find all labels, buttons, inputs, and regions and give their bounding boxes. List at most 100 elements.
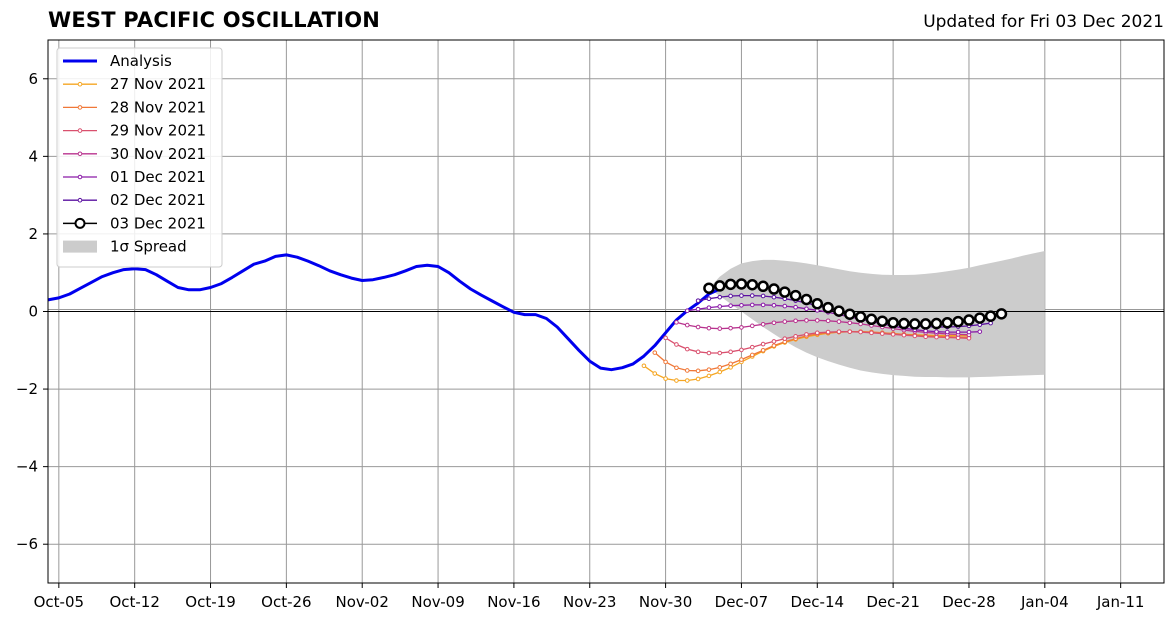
forecast-point xyxy=(771,294,777,300)
legend-marker xyxy=(77,128,83,133)
forecast-point xyxy=(887,316,899,329)
forecast-point xyxy=(760,293,766,299)
forecast-point xyxy=(858,329,863,335)
forecast-point xyxy=(771,302,777,308)
x-tick-label: Jan-04 xyxy=(1020,593,1069,611)
x-axis-ticks: Oct-05 Oct-12 Oct-19 Oct-26 Nov-02 Nov-09 Nov-… xyxy=(34,583,1145,611)
forecast-point xyxy=(749,293,755,298)
forecast-point xyxy=(695,324,701,330)
legend-item: 1σ Spread xyxy=(63,238,187,256)
forecast-point xyxy=(919,318,932,330)
forecast-point xyxy=(760,321,766,327)
forecast-point xyxy=(804,332,809,337)
forecast-point xyxy=(728,303,733,308)
forecast-point xyxy=(695,368,701,374)
forecast-point xyxy=(728,325,733,331)
forecast-point xyxy=(793,334,798,339)
forecast-point xyxy=(652,371,658,376)
forecast-point xyxy=(901,332,907,338)
forecast-point xyxy=(674,320,679,325)
forecast-point xyxy=(811,297,824,310)
y-tick-label: −6 xyxy=(16,535,38,553)
forecast-point xyxy=(641,363,647,369)
forecast-point xyxy=(749,302,755,308)
forecast-point xyxy=(804,318,809,323)
legend-item: 27 Nov 2021 xyxy=(63,75,206,93)
forecast-point xyxy=(934,334,939,340)
forecast-point xyxy=(945,329,950,335)
forecast-point xyxy=(793,318,798,324)
forecast-point xyxy=(825,318,831,324)
forecast-point xyxy=(663,359,668,365)
forecast-point xyxy=(833,305,845,317)
x-tick-label: Nov-23 xyxy=(563,593,616,611)
legend-marker xyxy=(77,174,83,180)
analysis-line xyxy=(47,253,721,372)
chart-subtitle: Updated for Fri 03 Dec 2021 xyxy=(923,12,1164,32)
forecast-point xyxy=(706,350,712,356)
legend-swatch xyxy=(63,240,97,253)
forecast-point xyxy=(771,320,777,326)
forecast-point xyxy=(728,349,733,355)
forecast-point xyxy=(779,286,791,298)
forecast-point xyxy=(717,304,723,309)
y-tick-label: 4 xyxy=(28,147,38,165)
legend-item: 03 Dec 2021 xyxy=(63,214,206,232)
forecast-point xyxy=(746,278,759,291)
forecast-point xyxy=(706,373,712,379)
forecast-point xyxy=(890,332,896,337)
x-tick-label: Dec-28 xyxy=(942,593,996,611)
forecast-series xyxy=(703,278,1008,330)
legend-marker xyxy=(77,81,83,87)
legend-box xyxy=(56,47,223,268)
forecast-point xyxy=(724,278,737,291)
y-tick-label: 0 xyxy=(28,303,38,321)
forecast-point xyxy=(739,293,744,298)
forecast-point xyxy=(804,306,809,312)
forecast-point xyxy=(782,319,788,324)
x-tick-label: Dec-07 xyxy=(715,593,769,611)
forecast-point xyxy=(912,333,918,339)
forecast-point xyxy=(825,329,831,335)
forecast-point xyxy=(955,329,961,335)
forecast-point xyxy=(782,303,788,309)
legend-marker xyxy=(77,197,83,203)
forecast-point xyxy=(674,365,679,371)
forecast-series xyxy=(674,318,972,338)
forecast-point xyxy=(717,365,723,370)
forecast-point xyxy=(930,317,943,330)
forecast-point xyxy=(714,280,726,292)
forecast-point xyxy=(728,361,733,367)
forecast-point xyxy=(684,378,690,383)
y-tick-label: 6 xyxy=(28,70,38,88)
forecast-series xyxy=(663,329,972,356)
legend-item: 01 Dec 2021 xyxy=(63,168,206,186)
forecast-point xyxy=(663,335,668,341)
forecast-point xyxy=(814,330,820,336)
legend-label: 29 Nov 2021 xyxy=(110,122,206,140)
forecast-point xyxy=(674,342,679,347)
forecast-point xyxy=(695,306,701,312)
forecast-point xyxy=(966,329,972,335)
legend-item: 29 Nov 2021 xyxy=(63,122,206,140)
x-tick-label: Dec-14 xyxy=(791,593,845,611)
forecast-point xyxy=(977,329,983,334)
x-tick-label: Nov-30 xyxy=(639,593,692,611)
x-tick-label: Dec-21 xyxy=(866,593,920,611)
forecast-point xyxy=(909,318,921,330)
legend: Analysis 27 Nov 2021 28 Nov 2021 29 Nov 202… xyxy=(56,47,223,268)
x-tick-label: Oct-12 xyxy=(109,593,159,611)
forecast-point xyxy=(706,367,712,372)
forecast-point xyxy=(684,346,690,352)
forecast-point xyxy=(836,319,842,324)
legend-item: 28 Nov 2021 xyxy=(63,98,206,116)
legend-item: Analysis xyxy=(63,52,172,70)
forecast-point xyxy=(735,278,748,290)
x-tick-label: Nov-09 xyxy=(411,593,464,611)
forecast-point xyxy=(695,376,701,382)
x-tick-label: Jan-11 xyxy=(1096,593,1145,611)
y-tick-label: −4 xyxy=(16,458,38,476)
forecast-point xyxy=(728,293,733,299)
forecast-point xyxy=(865,313,878,326)
